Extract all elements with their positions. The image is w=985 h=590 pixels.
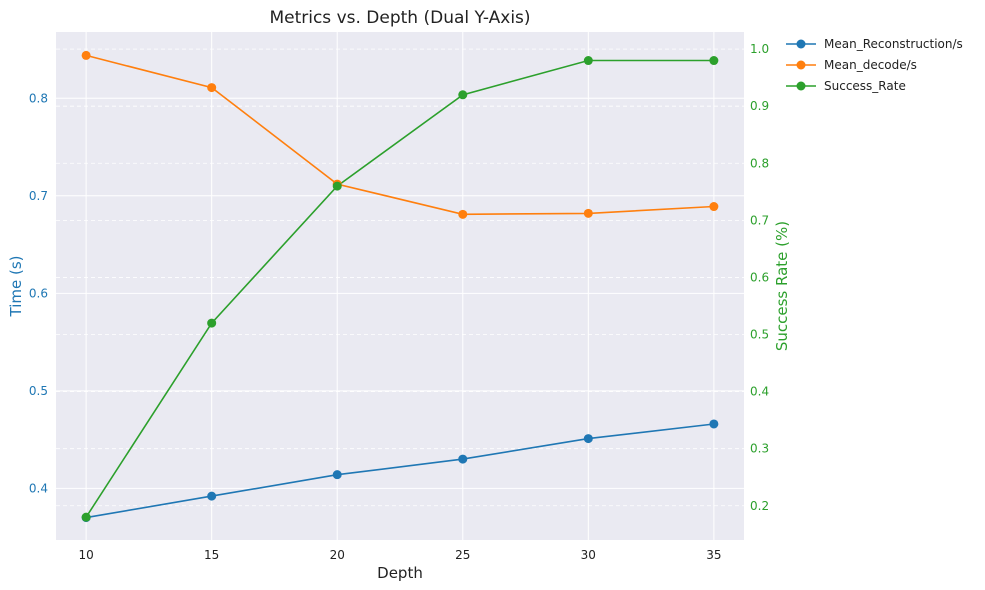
legend-label: Mean_Reconstruction/s (824, 37, 963, 51)
series-point-0 (207, 491, 217, 501)
legend-marker (796, 39, 806, 49)
series-point-2 (583, 56, 593, 66)
chart-title: Metrics vs. Depth (Dual Y-Axis) (269, 8, 530, 28)
series-lines (85, 54, 714, 519)
left-tick-label: 0.8 (29, 91, 48, 105)
x-tick-label: 30 (581, 548, 596, 562)
series-point-1 (207, 83, 217, 93)
legend: Mean_Reconstruction/s Mean_decode/s Succes… (786, 37, 963, 93)
left-axis-ticks: 0.4 0.5 0.6 0.7 0.8 (29, 91, 48, 495)
series-point-1 (458, 209, 468, 219)
right-tick-label: 1.0 (750, 42, 769, 56)
legend-marker (796, 81, 806, 91)
left-tick-label: 0.7 (29, 189, 48, 203)
series-point-2 (81, 512, 91, 522)
left-tick-label: 0.5 (29, 384, 48, 398)
right-tick-label: 0.2 (750, 499, 769, 513)
x-tick-label: 10 (78, 548, 93, 562)
series-point-0 (709, 419, 719, 429)
x-tick-label: 20 (330, 548, 345, 562)
left-tick-label: 0.4 (29, 481, 48, 495)
legend-label: Success_Rate (824, 79, 906, 93)
series-point-2 (207, 318, 217, 328)
series-point-2 (458, 90, 468, 100)
legend-marker (796, 60, 806, 70)
left-tick-label: 0.6 (29, 286, 48, 300)
series-point-1 (81, 50, 91, 60)
x-tick-label: 15 (204, 548, 219, 562)
series-point-2 (332, 181, 342, 191)
series-point-0 (458, 454, 468, 464)
right-tick-label: 0.3 (750, 442, 769, 456)
right-tick-label: 0.9 (750, 99, 769, 113)
x-tick-label: 35 (706, 548, 721, 562)
plot-area (56, 32, 744, 540)
series-point-1 (709, 202, 719, 212)
x-tick-label: 25 (455, 548, 470, 562)
series-line-0 (85, 423, 714, 519)
series-point-0 (332, 470, 342, 480)
series-point-0 (583, 434, 593, 444)
right-tick-label: 0.5 (750, 328, 769, 342)
x-axis-ticks: 10 15 20 25 30 35 (78, 548, 721, 562)
left-y-axis-label: Time (s) (7, 256, 25, 318)
right-tick-label: 0.7 (750, 213, 769, 227)
series-line-1 (85, 54, 714, 216)
right-y-axis-label: Success Rate (%) (773, 221, 791, 351)
legend-label: Mean_decode/s (824, 58, 917, 72)
right-axis-ticks: 0.2 0.3 0.4 0.5 0.6 0.7 0.8 0.9 1.0 (750, 42, 769, 513)
series-point-2 (709, 56, 719, 66)
right-tick-label: 0.6 (750, 270, 769, 284)
gridlines (56, 32, 744, 540)
series-line-2 (85, 59, 714, 518)
right-tick-label: 0.8 (750, 156, 769, 170)
series-point-1 (583, 208, 593, 218)
right-tick-label: 0.4 (750, 385, 769, 399)
x-axis-label: Depth (377, 564, 423, 582)
series-points (81, 50, 719, 523)
